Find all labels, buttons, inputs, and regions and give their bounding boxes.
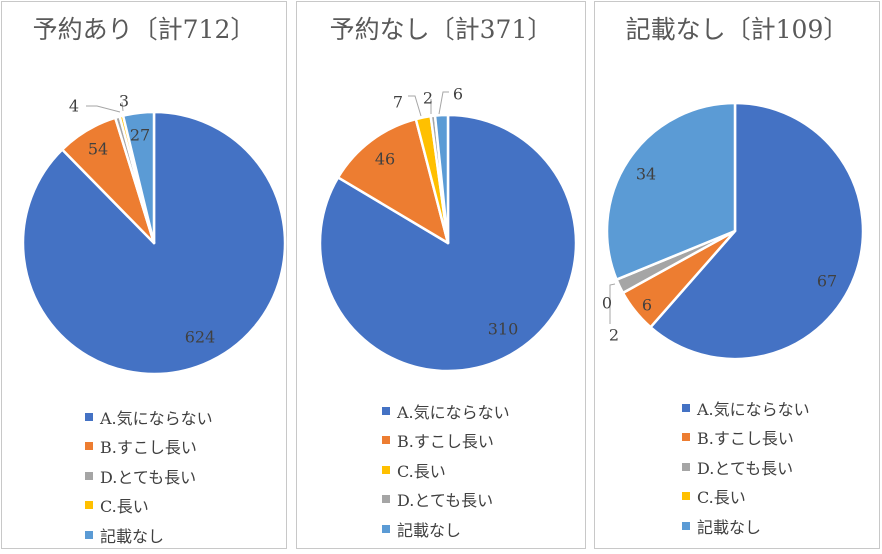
chart-panel-walk-in: 310 46 7 2 6 予約なし〔計371〕 A.気にならない B.すこし長い C.長い D… (296, 1, 586, 549)
legend-label: C.長い (397, 461, 446, 481)
pie-slice-4 (121, 110, 156, 245)
legend-item: A.気にならない (382, 396, 510, 426)
legend-item: C.長い (85, 491, 213, 521)
legend-label: D.とても長い (697, 458, 794, 478)
legend-swatch (85, 501, 93, 510)
legend-label: B.すこし長い (397, 432, 494, 452)
leader-line (121, 101, 124, 112)
data-label: 27 (130, 126, 150, 145)
legend-swatch (85, 471, 93, 480)
legend-item: 記載なし (382, 514, 510, 544)
data-label: 46 (375, 150, 395, 169)
legend-swatch (382, 495, 390, 504)
chart-legend: A.気にならない B.すこし長い D.とても長い C.長い記載なし (682, 393, 810, 541)
legend-swatch (85, 412, 93, 421)
legend-label: 記載なし (100, 526, 165, 546)
pie-slice-4 (605, 101, 737, 281)
data-label: 67 (817, 272, 837, 291)
legend-label: D.とても長い (397, 491, 494, 511)
legend-swatch (382, 436, 390, 445)
pie-chart-walk-in: 310 46 7 2 6 (318, 85, 578, 373)
leader-line (408, 95, 422, 117)
data-label: 7 (393, 93, 403, 112)
data-label: 624 (185, 328, 216, 347)
data-label: 2 (423, 89, 433, 108)
legend-item: 記載なし (85, 520, 213, 550)
chart-legend: A.気にならない B.すこし長い C.長い D.とても長い 記載なし (382, 396, 510, 544)
legend-item: 記載なし (682, 511, 810, 541)
legend-label: B.すこし長い (100, 438, 197, 458)
legend-swatch (85, 442, 93, 451)
data-label: 6 (642, 296, 652, 315)
legend-swatch (682, 403, 690, 412)
pie-slice-1 (336, 117, 450, 245)
legend-item: B.すこし長い (682, 423, 810, 453)
legend-swatch (682, 433, 690, 442)
legend-item: A.気にならない (85, 402, 213, 432)
legend-swatch (85, 530, 93, 539)
data-label: 6 (453, 85, 463, 104)
legend-swatch (682, 462, 690, 471)
data-label: 3 (119, 92, 129, 111)
leader-line (438, 91, 449, 115)
legend-item: D.とても長い (382, 485, 510, 515)
legend-item: D.とても長い (85, 461, 213, 491)
legend-label: B.すこし長い (697, 429, 794, 449)
legend-label: A.気にならない (100, 408, 213, 428)
legend-item: D.とても長い (682, 452, 810, 482)
legend-swatch (382, 465, 390, 474)
legend-item: C.長い (382, 455, 510, 485)
legend-swatch (382, 406, 390, 415)
legend-label: C.長い (697, 488, 746, 508)
legend-swatch (682, 521, 690, 530)
legend-label: A.気にならない (697, 399, 810, 419)
data-label: 4 (69, 97, 79, 116)
leader-line (609, 283, 616, 324)
legend-label: A.気にならない (397, 402, 510, 422)
legend-label: C.長い (100, 497, 149, 517)
legend-label: 記載なし (397, 520, 462, 540)
chart-panel-unrecorded: 67 6 34 2 0 記載なし〔計109〕 A.気にならない B.すこし長い D.とても長… (594, 1, 880, 549)
leader-line (86, 105, 121, 113)
legend-swatch (382, 524, 390, 533)
pie-slice-4 (433, 113, 450, 245)
pie-slice-0 (649, 101, 865, 361)
data-label: 54 (88, 140, 108, 159)
legend-item: A.気にならない (682, 393, 810, 423)
pie-chart-reserved: 624 54 27 4 3 (21, 92, 287, 376)
legend-label: D.とても長い (100, 467, 197, 487)
data-label: 310 (488, 320, 519, 339)
legend-label: 記載なし (697, 517, 762, 537)
chart-title: 予約あり〔計712〕 (32, 15, 256, 44)
chart-title: 予約なし〔計371〕 (329, 15, 553, 44)
chart-legend: A.気にならない B.すこし長い D.とても長い C.長い記載なし (85, 402, 213, 550)
chart-title: 記載なし〔計109〕 (625, 15, 849, 44)
pie-chart-unrecorded: 67 6 34 2 0 (602, 101, 865, 361)
legend-swatch (682, 492, 690, 501)
chart-panel-reserved: 624 54 27 4 3 予約あり〔計712〕 A.気にならない B.すこし長い D.とて… (1, 1, 287, 549)
data-label: 2 (609, 326, 619, 345)
legend-item: B.すこし長い (382, 426, 510, 456)
legend-item: B.すこし長い (85, 432, 213, 462)
data-label: 34 (636, 165, 656, 184)
data-label: 0 (602, 294, 612, 313)
legend-item: C.長い (682, 482, 810, 512)
